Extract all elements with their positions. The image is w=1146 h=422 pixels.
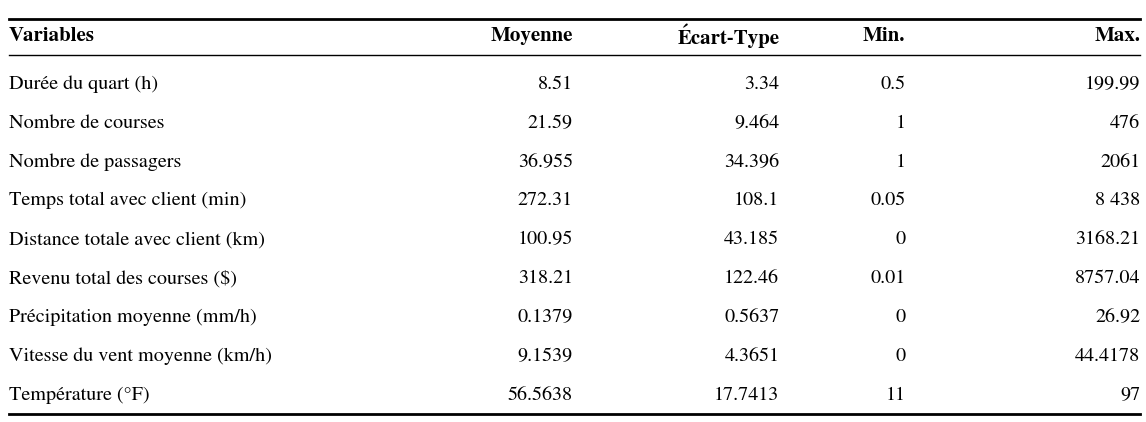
Text: Distance totale avec client (km): Distance totale avec client (km)	[9, 231, 265, 248]
Text: Vitesse du vent moyenne (km/h): Vitesse du vent moyenne (km/h)	[9, 347, 272, 365]
Text: Min.: Min.	[863, 27, 905, 45]
Text: 17.7413: 17.7413	[714, 387, 779, 403]
Text: 0.5: 0.5	[880, 76, 905, 93]
Text: 0.01: 0.01	[870, 270, 905, 287]
Text: 100.95: 100.95	[518, 231, 573, 248]
Text: 9.1539: 9.1539	[518, 348, 573, 365]
Text: 1: 1	[895, 154, 905, 170]
Text: Revenu total des courses ($): Revenu total des courses ($)	[9, 270, 237, 287]
Text: 2061: 2061	[1100, 154, 1140, 170]
Text: Durée du quart (h): Durée du quart (h)	[9, 76, 158, 93]
Text: Écart-Type: Écart-Type	[677, 24, 779, 48]
Text: 8.51: 8.51	[537, 76, 573, 93]
Text: 318.21: 318.21	[518, 270, 573, 287]
Text: 11: 11	[886, 387, 905, 403]
Text: 0: 0	[895, 309, 905, 326]
Text: Précipitation moyenne (mm/h): Précipitation moyenne (mm/h)	[9, 309, 257, 326]
Text: 4.3651: 4.3651	[724, 348, 779, 365]
Text: Nombre de passagers: Nombre de passagers	[9, 153, 181, 171]
Text: 9.464: 9.464	[735, 115, 779, 132]
Text: 108.1: 108.1	[735, 192, 779, 209]
Text: 272.31: 272.31	[518, 192, 573, 209]
Text: 8 438: 8 438	[1096, 192, 1140, 209]
Text: Temps total avec client (min): Temps total avec client (min)	[9, 192, 246, 209]
Text: 44.4178: 44.4178	[1075, 348, 1140, 365]
Text: Nombre de courses: Nombre de courses	[9, 115, 165, 132]
Text: Variables: Variables	[9, 27, 95, 45]
Text: Moyenne: Moyenne	[490, 27, 573, 45]
Text: 199.99: 199.99	[1085, 76, 1140, 93]
Text: 0.5637: 0.5637	[724, 309, 779, 326]
Text: 0: 0	[895, 348, 905, 365]
Text: 36.955: 36.955	[518, 154, 573, 170]
Text: 97: 97	[1120, 387, 1140, 403]
Text: Max.: Max.	[1094, 27, 1140, 45]
Text: 476: 476	[1110, 115, 1140, 132]
Text: 3.34: 3.34	[744, 76, 779, 93]
Text: 56.5638: 56.5638	[508, 387, 573, 403]
Text: 43.185: 43.185	[724, 231, 779, 248]
Text: 3168.21: 3168.21	[1075, 231, 1140, 248]
Text: 0.05: 0.05	[870, 192, 905, 209]
Text: 34.396: 34.396	[724, 154, 779, 170]
Text: 8757.04: 8757.04	[1075, 270, 1140, 287]
Text: 0: 0	[895, 231, 905, 248]
Text: 21.59: 21.59	[528, 115, 573, 132]
Text: 1: 1	[895, 115, 905, 132]
Text: 0.1379: 0.1379	[518, 309, 573, 326]
Text: 122.46: 122.46	[724, 270, 779, 287]
Text: 26.92: 26.92	[1096, 309, 1140, 326]
Text: Température (°F): Température (°F)	[9, 387, 150, 403]
